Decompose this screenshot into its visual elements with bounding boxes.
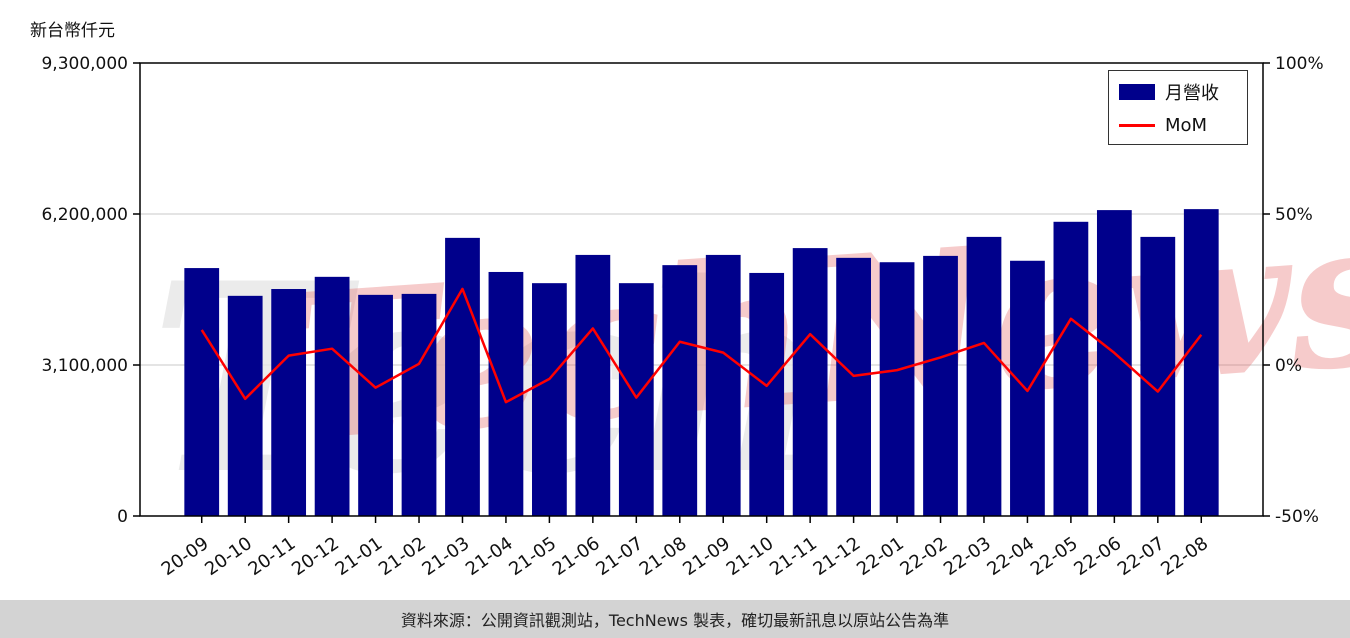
- revenue-mom-chart: TechTechNews03,100,0006,200,0009,300,000…: [41, 54, 1350, 580]
- x-tick-label-22-01: 22-01: [853, 533, 908, 580]
- x-tick-label-21-02: 21-02: [375, 533, 430, 580]
- x-tick-label-22-08: 22-08: [1157, 533, 1212, 580]
- revenue-bar-21-02: [401, 293, 437, 516]
- left-axis-tick-label: 0: [117, 507, 128, 527]
- revenue-bar-21-04: [488, 271, 524, 516]
- x-tick-label-20-10: 20-10: [201, 533, 256, 580]
- x-tick-label-21-04: 21-04: [462, 533, 517, 580]
- left-axis-tick-label: 3,100,000: [41, 356, 128, 376]
- revenue-bar-21-05: [532, 283, 567, 516]
- right-axis-tick-label: -50%: [1275, 507, 1319, 527]
- revenue-bar-22-02: [923, 255, 958, 516]
- x-tick-label-21-01: 21-01: [332, 533, 387, 580]
- revenue-bar-20-09: [184, 268, 220, 516]
- revenue-bar-22-04: [1010, 260, 1045, 516]
- chart-svg: TechTechNews03,100,0006,200,0009,300,000…: [41, 54, 1350, 580]
- x-tick-label-22-06: 22-06: [1070, 533, 1125, 580]
- revenue-bar-22-03: [966, 236, 1002, 516]
- x-tick-label-22-03: 22-03: [940, 533, 995, 580]
- revenue-bar-21-08: [662, 265, 698, 516]
- right-axis-tick-label: 0%: [1275, 356, 1302, 376]
- x-tick-label-21-06: 21-06: [549, 533, 604, 580]
- revenue-bar-20-12: [314, 276, 350, 516]
- legend: 月營收 MoM: [1108, 70, 1248, 145]
- source-text: 資料來源：公開資訊觀測站，TechNews 製表，確切最新訊息以原站公告為準: [400, 611, 950, 630]
- revenue-bar-20-11: [271, 289, 307, 516]
- revenue-bar-21-11: [792, 248, 828, 516]
- x-tick-label-21-08: 21-08: [636, 533, 691, 580]
- x-tick-label-21-11: 21-11: [766, 533, 821, 580]
- revenue-bar-21-07: [618, 283, 654, 516]
- revenue-bar-22-08: [1183, 209, 1219, 516]
- x-tick-label-21-09: 21-09: [679, 533, 734, 580]
- x-tick-label-21-10: 21-10: [723, 533, 778, 580]
- mom-line: [200, 287, 1203, 404]
- revenue-bar-21-06: [575, 254, 611, 516]
- legend-item-mom: MoM: [1119, 115, 1237, 136]
- revenue-bar-21-12: [836, 257, 871, 516]
- legend-item-revenue: 月營收: [1119, 79, 1237, 105]
- revenue-bar-21-01: [358, 294, 393, 516]
- right-axis-tick-label: 100%: [1275, 54, 1324, 74]
- y-axis-unit-label: 新台幣仟元: [30, 21, 115, 41]
- legend-mom-label: MoM: [1165, 115, 1208, 136]
- x-tick-label-20-11: 20-11: [245, 533, 300, 580]
- revenue-bar-22-05: [1053, 221, 1089, 516]
- x-tick-label-22-07: 22-07: [1114, 533, 1169, 580]
- revenue-bar-22-01: [879, 262, 915, 516]
- x-tick-label-21-05: 21-05: [505, 533, 560, 580]
- x-tick-label-21-07: 21-07: [592, 533, 647, 580]
- left-axis-tick-label: 6,200,000: [41, 205, 128, 225]
- mom-line-swatch: [1119, 124, 1155, 127]
- x-tick-label-22-02: 22-02: [896, 533, 951, 580]
- source-footer: 資料來源：公開資訊觀測站，TechNews 製表，確切最新訊息以原站公告為準: [0, 600, 1350, 638]
- x-tick-label-22-04: 22-04: [983, 533, 1038, 580]
- revenue-bar-swatch: [1119, 84, 1155, 100]
- revenue-bar-21-09: [705, 254, 741, 516]
- left-axis-tick-label: 9,300,000: [41, 54, 128, 74]
- x-tick-label-20-09: 20-09: [158, 533, 213, 580]
- x-tick-label-20-12: 20-12: [288, 533, 343, 580]
- x-tick-label-21-03: 21-03: [418, 533, 473, 580]
- revenue-bar-20-10: [227, 295, 263, 516]
- revenue-bar-21-03: [445, 237, 480, 516]
- legend-revenue-label: 月營收: [1165, 83, 1219, 104]
- x-tick-label-21-12: 21-12: [810, 533, 865, 580]
- x-tick-label-22-05: 22-05: [1027, 533, 1082, 580]
- right-axis-tick-label: 50%: [1275, 205, 1313, 225]
- revenue-bar-21-10: [749, 272, 785, 516]
- plot-frame: [139, 62, 1264, 517]
